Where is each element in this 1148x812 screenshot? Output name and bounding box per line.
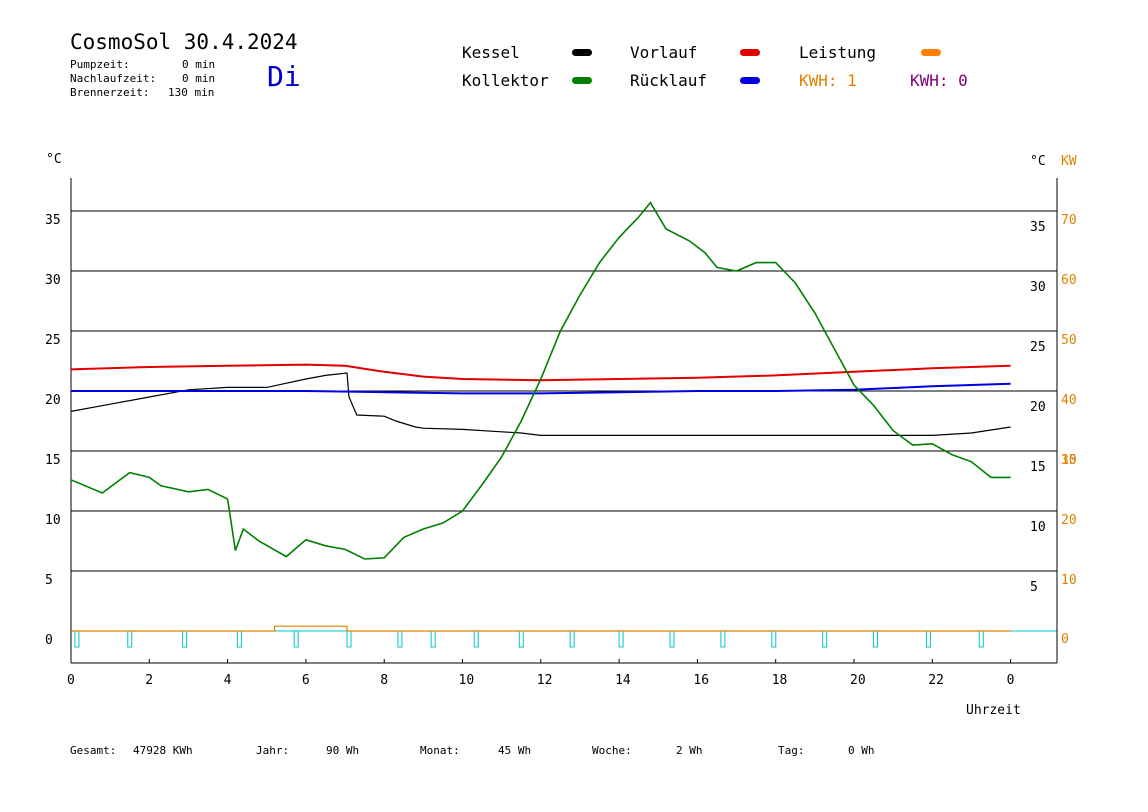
pump-pulse xyxy=(397,631,403,648)
legend-swatch-vorlauf xyxy=(740,49,760,56)
x-tick-label: 8 xyxy=(380,673,388,688)
legend-label-kessel: Kessel xyxy=(462,43,520,62)
legend-swatch-kessel xyxy=(572,49,592,56)
pump-pulse xyxy=(873,631,879,648)
x-axis-label: Uhrzeit xyxy=(966,703,1021,718)
footer-monat-label: Monat: xyxy=(420,744,460,757)
y-tick-label-left: 15 xyxy=(45,453,61,468)
pump-pulse xyxy=(569,631,575,648)
y-tick-label-right: 5 xyxy=(1030,580,1038,595)
pump-pulse xyxy=(518,631,524,648)
y-tick-label-right: 35 xyxy=(1030,220,1046,235)
y-tick-label-kw: 15 xyxy=(1061,453,1077,468)
pump-pulse xyxy=(618,631,624,648)
x-tick-label: 6 xyxy=(302,673,310,688)
footer-jahr-value: 90 Wh xyxy=(326,744,360,757)
footer-tag-label: Tag: xyxy=(778,744,805,757)
y-tick-label-right: 10 xyxy=(1030,520,1046,535)
pump-pulse xyxy=(236,631,242,648)
pump-pulse xyxy=(74,631,80,648)
pump-pulse xyxy=(925,631,931,648)
x-tick-label: 0 xyxy=(67,673,75,688)
legend-swatch-leistung xyxy=(921,49,941,56)
kwh-value-2: KWH: 0 xyxy=(910,71,968,90)
x-tick-label: 16 xyxy=(693,673,709,688)
pump-pulse xyxy=(669,631,675,648)
series-line-vorlauf xyxy=(70,363,1011,382)
legend-label-kollektor: Kollektor xyxy=(462,71,549,90)
pump-pulse xyxy=(182,631,188,648)
pump-pulse xyxy=(473,631,479,648)
y-tick-label-kw: 60 xyxy=(1061,273,1077,288)
y-tick-label-left: 10 xyxy=(45,513,61,528)
stat-pumpzeit-label: Pumpzeit: xyxy=(70,58,130,71)
y-tick-label-kw: 50 xyxy=(1061,333,1077,348)
stat-pumpzeit-value: 0 min xyxy=(182,58,216,71)
x-tick-label: 22 xyxy=(928,673,944,688)
pump-pulse xyxy=(430,631,436,648)
x-tick-label: 14 xyxy=(615,673,631,688)
y-tick-label-left: 5 xyxy=(45,573,53,588)
y-tick-label-right: 25 xyxy=(1030,340,1046,355)
footer-jahr-label: Jahr: xyxy=(256,744,290,757)
x-tick-label: 18 xyxy=(772,673,788,688)
x-tick-label: 2 xyxy=(145,673,153,688)
footer-gesamt-label: Gesamt: xyxy=(70,744,117,757)
y-tick-label-kw: 70 xyxy=(1061,213,1077,228)
series-line-leistung xyxy=(71,625,1011,632)
y-tick-label-kw: 10 xyxy=(1061,573,1077,588)
pump-pulse xyxy=(822,631,828,648)
y-tick-label-right: 30 xyxy=(1030,280,1046,295)
weekday-label: Di xyxy=(267,60,301,93)
x-tick-label: 10 xyxy=(459,673,475,688)
y-tick-label-kw: 0 xyxy=(1061,632,1069,647)
stat-brennerzeit-value: 130 min xyxy=(168,86,215,99)
series-line-ruecklauf xyxy=(71,382,1011,395)
series-line-kollektor xyxy=(70,201,1011,560)
series-line-kessel xyxy=(70,372,1011,436)
y-tick-label-left: 25 xyxy=(45,333,61,348)
y-axis-unit-left: °C xyxy=(46,152,62,167)
stat-nachlaufzeit-label: Nachlaufzeit: xyxy=(70,72,157,85)
x-tick-label: 4 xyxy=(224,673,232,688)
pump-pulse xyxy=(346,631,352,648)
y-tick-label-right: 15 xyxy=(1030,460,1046,475)
x-tick-label: 12 xyxy=(537,673,553,688)
legend-label-ruecklauf: Rücklauf xyxy=(630,71,708,90)
y-tick-label-kw: 20 xyxy=(1061,513,1077,528)
footer-monat-value: 45 Wh xyxy=(498,744,532,757)
y-tick-label-right: 20 xyxy=(1030,400,1046,415)
pump-pulse xyxy=(771,631,777,648)
legend-label-leistung: Leistung xyxy=(799,43,877,62)
pump-pulse xyxy=(127,631,133,648)
pump-pulse xyxy=(293,631,299,648)
y-tick-label-left: 35 xyxy=(45,213,61,228)
legend-label-vorlauf: Vorlauf xyxy=(630,43,698,62)
pump-pulse xyxy=(720,631,726,648)
stat-brennerzeit-label: Brennerzeit: xyxy=(70,86,150,99)
footer-tag-value: 0 Wh xyxy=(848,744,875,757)
page-title: CosmoSol 30.4.2024 xyxy=(70,30,298,54)
y-tick-label-left: 20 xyxy=(45,393,61,408)
y-tick-label-left: 0 xyxy=(45,633,53,648)
stat-nachlaufzeit-value: 0 min xyxy=(182,72,216,85)
footer-woche-label: Woche: xyxy=(592,744,632,757)
legend-swatch-kollektor xyxy=(572,77,592,84)
legend-swatch-ruecklauf xyxy=(740,77,760,84)
y-tick-label-kw: 30 xyxy=(1061,453,1077,468)
footer-woche-value: 2 Wh xyxy=(676,744,703,757)
x-tick-label: 20 xyxy=(850,673,866,688)
kwh-value-1: KWH: 1 xyxy=(799,71,857,90)
y-axis-unit-kw: KW xyxy=(1061,154,1077,169)
y-axis-unit-right: °C xyxy=(1030,154,1046,169)
y-tick-label-left: 30 xyxy=(45,273,61,288)
pump-pulse xyxy=(978,631,984,648)
y-tick-label-kw: 40 xyxy=(1061,393,1077,408)
footer-gesamt-value: 47928 KWh xyxy=(133,744,193,757)
x-tick-label: 0 xyxy=(1007,673,1015,688)
